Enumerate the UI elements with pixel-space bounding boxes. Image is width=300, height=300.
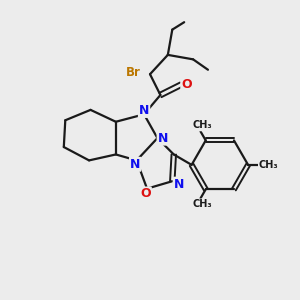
Text: CH₃: CH₃ xyxy=(192,199,212,209)
Text: O: O xyxy=(181,78,192,91)
Text: CH₃: CH₃ xyxy=(259,160,278,170)
Text: N: N xyxy=(139,104,149,117)
Text: N: N xyxy=(130,158,140,171)
Text: O: O xyxy=(140,188,151,200)
Text: Br: Br xyxy=(126,66,141,79)
Text: CH₃: CH₃ xyxy=(192,121,212,130)
Text: N: N xyxy=(174,178,184,191)
Text: N: N xyxy=(158,132,168,145)
